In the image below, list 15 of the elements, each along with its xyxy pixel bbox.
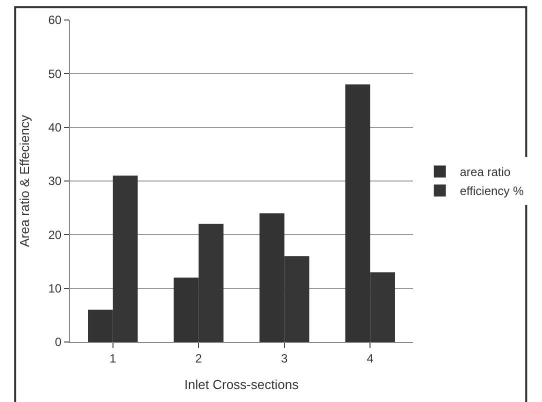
y-tick-label: 50 <box>48 66 62 81</box>
legend-label: area ratio <box>460 165 511 180</box>
x-tick-label: 1 <box>110 351 117 366</box>
x-tick-label: 2 <box>195 351 202 366</box>
y-tick-label: 40 <box>48 120 62 135</box>
y-tick-label: 20 <box>48 228 62 242</box>
y-tick-label: 0 <box>54 335 62 350</box>
legend-label: efficiency % <box>460 184 524 198</box>
x-axis-title: Inlet Cross-sections <box>184 377 300 392</box>
y-tick-label: 10 <box>48 282 62 296</box>
y-axis-title: Area ratio & Effeciency <box>17 114 32 247</box>
y-tick-label: 30 <box>48 174 62 188</box>
y-tick-label: 60 <box>48 13 62 28</box>
x-tick-label: 4 <box>366 351 374 366</box>
x-tick-label: 3 <box>281 351 288 366</box>
